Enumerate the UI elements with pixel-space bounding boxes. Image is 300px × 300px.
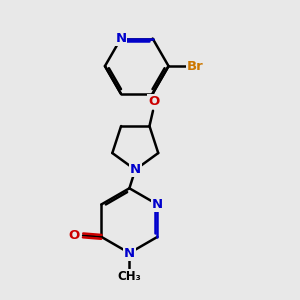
- Text: O: O: [69, 229, 80, 242]
- Text: N: N: [124, 247, 135, 260]
- Text: N: N: [115, 32, 126, 45]
- Text: CH₃: CH₃: [118, 270, 141, 283]
- Text: N: N: [130, 163, 141, 176]
- Text: Br: Br: [187, 60, 203, 73]
- Text: N: N: [152, 198, 163, 211]
- Text: O: O: [148, 95, 160, 108]
